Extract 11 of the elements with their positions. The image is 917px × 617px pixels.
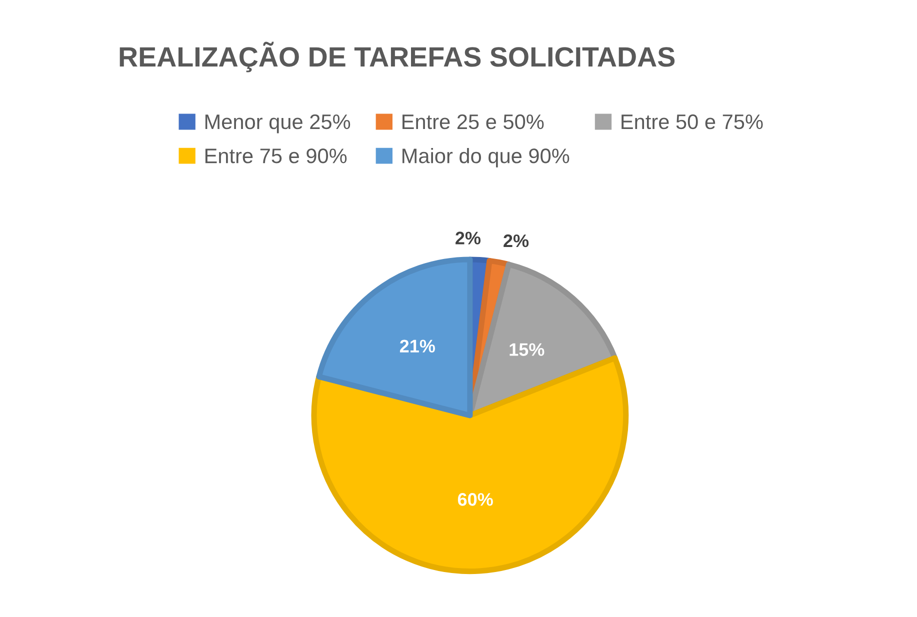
- data-label: 15%: [510, 343, 544, 356]
- data-label: 2%: [456, 232, 481, 244]
- legend-label: Entre 25 e 50%: [402, 114, 544, 130]
- chart-title: REALIZAÇÃO DE TAREFAS SOLICITADAS: [120, 42, 675, 72]
- data-label: 2%: [504, 234, 529, 248]
- data-label: 60%: [458, 493, 493, 506]
- legend-label: Entre 75 e 90%: [205, 148, 347, 164]
- legend-label: Maior do que 90%: [402, 148, 570, 168]
- legend-label: Menor que 25%: [205, 114, 350, 134]
- legend-label: Entre 50 e 75%: [622, 114, 763, 130]
- data-label: 21%: [400, 340, 436, 352]
